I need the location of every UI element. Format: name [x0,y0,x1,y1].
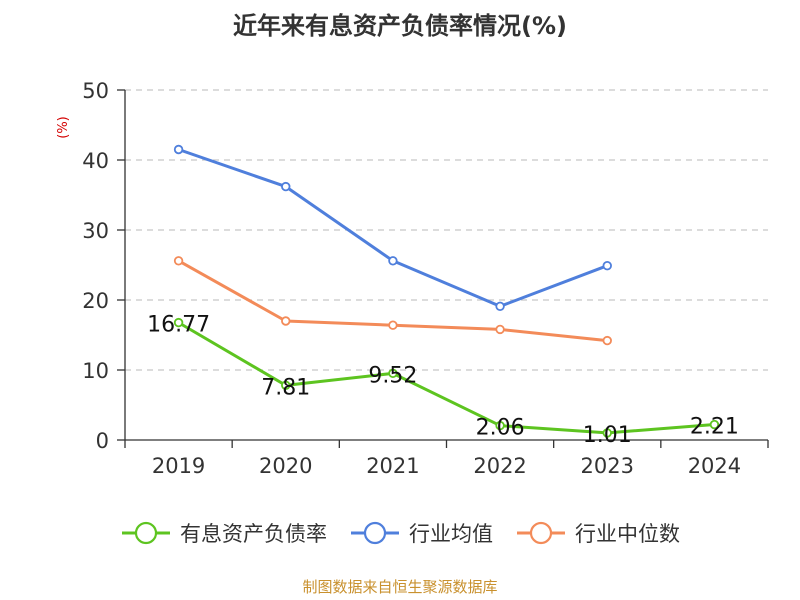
legend: 有息资产负债率 行业均值 行业中位数 [0,518,800,548]
y-tick-label: 10 [82,359,109,383]
legend-swatch-marker [529,521,553,545]
x-tick-label: 2023 [581,454,634,478]
legend-swatch-icon [122,521,170,545]
y-tick-label: 30 [82,219,109,243]
data-point [173,317,184,328]
data-point [602,261,612,271]
data-point [281,181,291,192]
legend-swatch-icon [351,521,399,545]
y-tick-label: 20 [82,289,109,313]
legend-label: 有息资产负债率 [180,522,327,546]
line-chart: 0 10 20 30 40 50 2019 2020 2021 2022 2023 2024 16.7… [82,79,769,478]
data-labels: 16.77 7.81 9.52 2.06 1.01 2.21 [147,313,739,448]
series-line [177,321,715,435]
data-point [281,316,291,326]
data-point [173,256,184,266]
x-tick-label: 2024 [688,454,741,478]
data-label: 2.21 [690,415,739,440]
legend-item: 行业均值 [349,518,493,548]
y-tick-label: 0 [96,429,109,453]
chart-title: 近年来有息资产负债率情况(%) [233,12,567,40]
x-tick-label: 2022 [473,454,526,478]
legend-label: 行业均值 [409,522,493,546]
data-point [709,419,720,430]
data-point [388,320,398,330]
legend-swatch-icon [517,521,565,545]
series-line [178,148,608,308]
data-point [388,256,398,266]
legend-label: 行业中位数 [575,522,680,546]
y-tick-label: 50 [82,79,109,103]
data-label: 1.01 [583,423,632,448]
axes: 0 10 20 30 40 50 2019 2020 2021 2022 2023 2024 [82,79,769,478]
data-point [602,428,612,438]
data-point [495,420,505,431]
data-point [173,144,184,155]
x-tick-label: 2019 [152,454,205,478]
source-note: 制图数据来自恒生聚源数据库 [302,578,498,596]
legend-swatch-marker [363,521,387,545]
data-label: 2.06 [476,416,525,441]
legend-item: 行业中位数 [515,518,680,548]
x-tick-label: 2020 [259,454,312,478]
data-point [495,324,505,335]
legend-item: 有息资产负债率 [120,518,327,548]
x-tick-label: 2021 [366,454,419,478]
series-lines [173,144,720,438]
legend-swatch-marker [134,521,158,545]
grid-lines [125,89,768,371]
data-point [281,380,291,391]
data-label: 9.52 [368,363,417,388]
data-label: 16.77 [147,313,210,338]
data-point [495,301,505,311]
data-point [388,368,398,379]
data-point [602,335,612,346]
data-label: 7.81 [261,375,310,400]
y-tick-label: 40 [82,149,109,173]
